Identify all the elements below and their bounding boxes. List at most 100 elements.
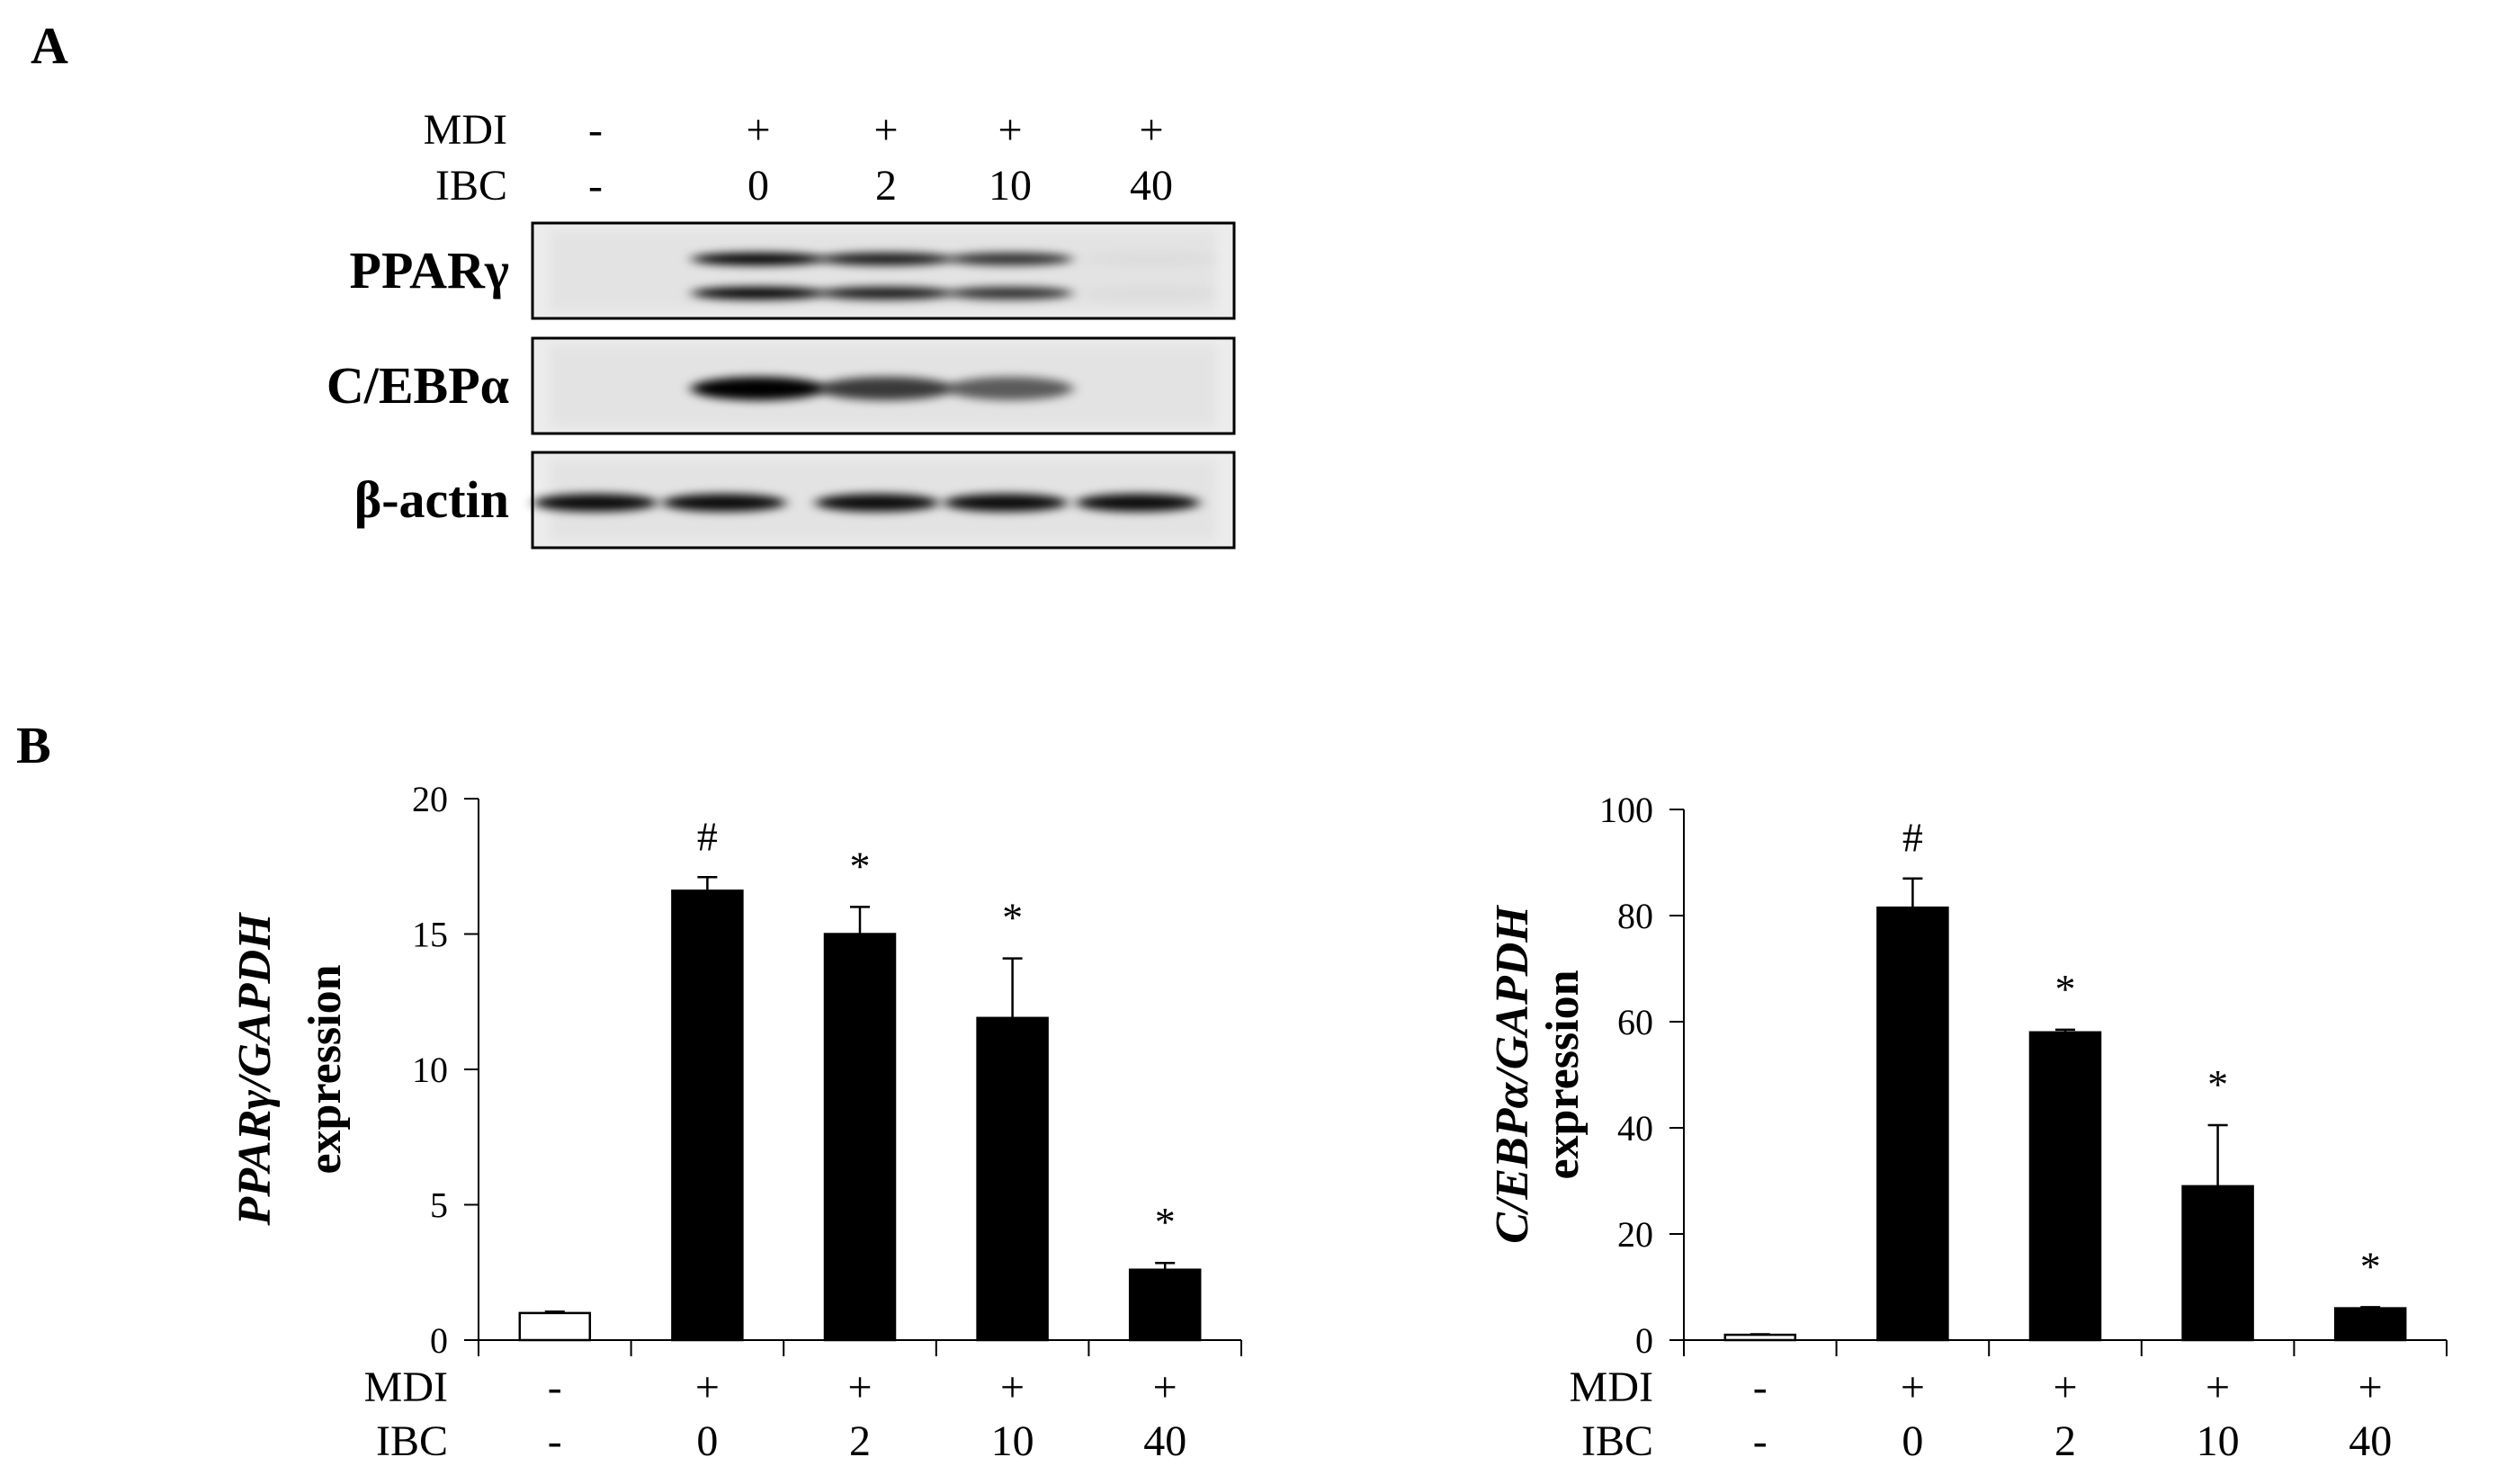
bar — [1876, 906, 1949, 1342]
bar — [976, 1016, 1049, 1342]
ibc-cell: 10 — [2197, 1417, 2240, 1465]
blot-label: β-actin — [354, 470, 509, 529]
significance-marker: * — [850, 843, 871, 889]
mdi-cell: + — [2206, 1363, 2230, 1411]
ibc-cell: 10 — [991, 1417, 1034, 1465]
y-tick-label: 15 — [412, 915, 448, 955]
blot-band — [819, 287, 953, 299]
bar — [823, 933, 897, 1342]
blot-band — [815, 494, 939, 512]
panel-a-letter: A — [31, 16, 68, 75]
y-tick-label: 10 — [412, 1050, 448, 1090]
bar — [1128, 1268, 1202, 1342]
y-tick-label: 80 — [1617, 896, 1653, 936]
blot-strip: β-actin — [354, 451, 1236, 550]
y-axis-label-expression: expression — [300, 964, 351, 1174]
y-tick-label: 100 — [1599, 790, 1653, 830]
blot-strip: PPARγ — [350, 221, 1236, 320]
ibc-cell: 2 — [849, 1417, 871, 1465]
blot-border — [531, 451, 1236, 550]
y-tick-label: 60 — [1617, 1002, 1653, 1042]
bar — [671, 890, 744, 1342]
y-axis-label-gene: C/EBPα/GAPDH — [1487, 905, 1538, 1244]
blot-border — [531, 336, 1236, 435]
significance-marker: * — [2360, 1243, 2381, 1289]
blot-band — [947, 377, 1073, 400]
significance-marker: # — [1902, 815, 1923, 861]
ibc-row-label: IBC — [1581, 1417, 1653, 1465]
y-tick-label: 20 — [1617, 1214, 1653, 1255]
ibc-cell: 0 — [1902, 1417, 1923, 1465]
blot-band — [819, 253, 953, 265]
blot-strip: C/EBPα — [327, 336, 1236, 435]
ibc-cell: - — [1753, 1417, 1768, 1465]
blot-band — [1076, 494, 1200, 512]
significance-marker: * — [1002, 895, 1023, 941]
blot-mdi-cell: + — [746, 106, 770, 154]
blot-band — [662, 494, 786, 512]
significance-marker: * — [2055, 966, 2076, 1012]
ibc-cell: 2 — [2054, 1417, 2076, 1465]
blot-mdi-cell: + — [1139, 106, 1163, 154]
mdi-cell: + — [1000, 1363, 1025, 1411]
blot-ibc-cell: - — [588, 162, 603, 210]
mdi-cell: + — [847, 1363, 872, 1411]
blot-band — [947, 253, 1073, 265]
bar — [2181, 1185, 2254, 1342]
ppar-gamma-bar-chart: 0 5 10 15 20 - - # +0 * +2 * +10 * +40 MDI IBC PPARγ/GAPD… — [229, 779, 1242, 1465]
y-tick-label: 20 — [412, 779, 448, 819]
blot-border — [531, 221, 1236, 320]
mdi-cell: + — [1153, 1363, 1177, 1411]
blot-label: C/EBPα — [327, 356, 509, 415]
blot-ibc-label: IBC — [435, 162, 507, 210]
ibc-cell: - — [548, 1417, 562, 1465]
mdi-cell: + — [2358, 1363, 2383, 1411]
mdi-cell: - — [1753, 1363, 1768, 1411]
bar — [2333, 1307, 2407, 1342]
blot-band — [533, 494, 658, 512]
blot-band — [1084, 287, 1219, 299]
mdi-cell: + — [1901, 1363, 1925, 1411]
blot-band — [944, 494, 1068, 512]
ibc-cell: 40 — [1143, 1417, 1186, 1465]
panel-b-letter: B — [16, 716, 51, 774]
y-tick-label: 0 — [1635, 1320, 1653, 1361]
mdi-row-label: MDI — [364, 1363, 448, 1411]
y-tick-label: 40 — [1617, 1108, 1653, 1149]
blot-condition-header: MDI IBC - + + + + - 0 2 10 40 — [424, 106, 1173, 210]
blot-mdi-cell: + — [873, 106, 898, 154]
y-axis-label-expression: expression — [1537, 970, 1589, 1179]
blot-ibc-cell: 40 — [1130, 162, 1173, 210]
western-blots: PPARγ C/EBPα β-actin — [327, 221, 1236, 550]
blot-band — [691, 377, 826, 400]
cebp-alpha-bar-chart: 0 20 40 60 80 100 - - # +0 * +2 * +10 * +40 MDI IBC C/EBPα… — [1487, 790, 2448, 1465]
ibc-cell: 40 — [2349, 1417, 2392, 1465]
significance-marker: * — [2207, 1061, 2228, 1107]
mdi-cell: - — [548, 1363, 562, 1411]
y-tick-label: 0 — [430, 1320, 448, 1361]
blot-band — [819, 377, 953, 400]
y-axis-label-gene: PPARγ/GAPDH — [229, 912, 281, 1227]
blot-mdi-label: MDI — [424, 106, 507, 154]
blot-ibc-cell: 2 — [875, 162, 897, 210]
mdi-cell: + — [2053, 1363, 2077, 1411]
bar — [518, 1311, 592, 1342]
mdi-row-label: MDI — [1570, 1363, 1653, 1411]
blot-band — [947, 287, 1073, 299]
bar — [2028, 1031, 2102, 1342]
significance-marker: # — [697, 813, 718, 859]
blot-band — [691, 253, 826, 265]
blot-mdi-cell: - — [588, 106, 603, 154]
blot-mdi-cell: + — [998, 106, 1022, 154]
blot-band — [691, 287, 826, 299]
mdi-cell: + — [695, 1363, 720, 1411]
blot-ibc-cell: 0 — [747, 162, 769, 210]
significance-marker: * — [1155, 1199, 1176, 1245]
blot-band — [1084, 253, 1219, 265]
ibc-cell: 0 — [696, 1417, 718, 1465]
blot-label: PPARγ — [350, 241, 509, 299]
ibc-row-label: IBC — [376, 1417, 448, 1465]
bar — [1723, 1333, 1797, 1342]
y-tick-label: 5 — [430, 1185, 448, 1226]
